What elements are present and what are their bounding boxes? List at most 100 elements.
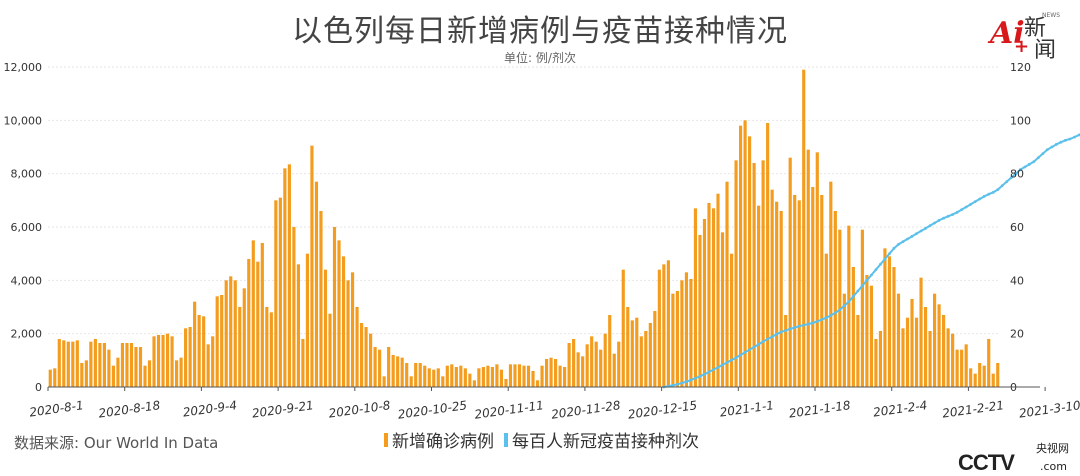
x-tick-label: 2021-3-10 — [1018, 398, 1080, 421]
bar — [996, 363, 1000, 387]
bar — [648, 323, 652, 387]
y-left-tick-label: 6,000 — [11, 221, 43, 234]
bar — [851, 267, 855, 387]
bar — [639, 336, 643, 387]
bar — [725, 181, 729, 387]
line-point — [712, 368, 715, 372]
bar — [563, 367, 567, 387]
line-point — [1073, 135, 1076, 139]
line-point — [689, 378, 693, 382]
line-point — [1014, 172, 1018, 176]
bar — [707, 203, 711, 387]
line-point — [942, 216, 946, 220]
line-point — [698, 374, 702, 378]
bar — [504, 379, 508, 387]
bar — [621, 269, 625, 387]
bar — [202, 316, 206, 387]
bar — [260, 243, 264, 387]
bar — [905, 317, 910, 387]
line-point — [919, 229, 923, 233]
bar — [414, 363, 418, 387]
bar — [887, 256, 892, 387]
bar — [522, 365, 526, 387]
line-point — [901, 240, 905, 244]
bar — [991, 373, 995, 387]
bar — [206, 344, 210, 387]
y-right-tick-label: 100 — [1010, 114, 1031, 127]
line-point — [960, 208, 964, 212]
bar — [211, 336, 215, 387]
bar — [152, 336, 156, 387]
line-point — [757, 342, 761, 346]
x-tick-label: 2021-1-1 — [719, 398, 775, 419]
line-point — [743, 350, 747, 354]
line-point — [1032, 160, 1036, 164]
bar — [296, 264, 300, 387]
bar — [355, 307, 359, 387]
bar — [472, 380, 476, 387]
bar — [874, 339, 878, 387]
bar — [802, 69, 806, 388]
bar — [554, 359, 558, 387]
bar — [66, 341, 70, 387]
line-point — [897, 242, 900, 246]
bar — [287, 164, 291, 387]
bar — [450, 364, 454, 387]
bar — [878, 331, 883, 387]
line-point — [1023, 165, 1027, 169]
bar — [373, 347, 377, 387]
bar — [630, 320, 634, 387]
bar — [224, 280, 228, 387]
bar — [932, 293, 937, 387]
bar — [364, 327, 368, 387]
bar — [418, 363, 422, 387]
legend-label-vaccine: 每百人新冠疫苗接种剂次 — [512, 432, 699, 452]
line-point — [982, 194, 986, 198]
bar — [93, 339, 97, 387]
bar — [860, 229, 864, 387]
bar — [242, 288, 246, 387]
bar — [188, 327, 192, 387]
bar — [265, 307, 269, 387]
bar — [766, 123, 770, 387]
line-point — [766, 337, 770, 341]
legend-swatch-bar — [384, 432, 388, 447]
bar — [490, 367, 494, 387]
bar — [274, 200, 278, 387]
bar — [923, 307, 928, 387]
chart-canvas: 02,0004,0006,0008,00010,00012,0000204060… — [4, 61, 1080, 422]
line-point — [784, 329, 788, 332]
line-point — [734, 356, 738, 360]
bar — [635, 317, 639, 387]
bar — [477, 368, 481, 387]
x-tick-label: 2020-9-4 — [182, 398, 238, 419]
bar — [396, 356, 400, 387]
line-point — [725, 361, 729, 364]
bar — [233, 280, 237, 387]
bar — [423, 365, 427, 387]
bar — [89, 341, 93, 387]
x-tick-label: 2020-9-21 — [251, 398, 314, 421]
bar — [269, 312, 273, 387]
bar — [829, 181, 833, 387]
line-point — [1064, 138, 1067, 142]
bar — [116, 357, 120, 387]
bar — [720, 232, 725, 387]
bar — [716, 193, 720, 387]
line-point — [969, 202, 973, 206]
bar — [644, 331, 648, 387]
bar — [350, 272, 355, 387]
bar — [535, 380, 540, 387]
line-point — [996, 188, 1000, 192]
bar — [391, 355, 395, 387]
bar — [138, 347, 143, 387]
bar — [120, 343, 125, 387]
bar — [468, 373, 472, 387]
line-point — [892, 246, 896, 250]
x-tick-label: 2020-11-11 — [474, 398, 545, 422]
bar — [680, 280, 684, 387]
bar — [978, 363, 982, 387]
bar — [689, 279, 693, 387]
bar — [982, 365, 986, 387]
bar — [53, 368, 57, 387]
